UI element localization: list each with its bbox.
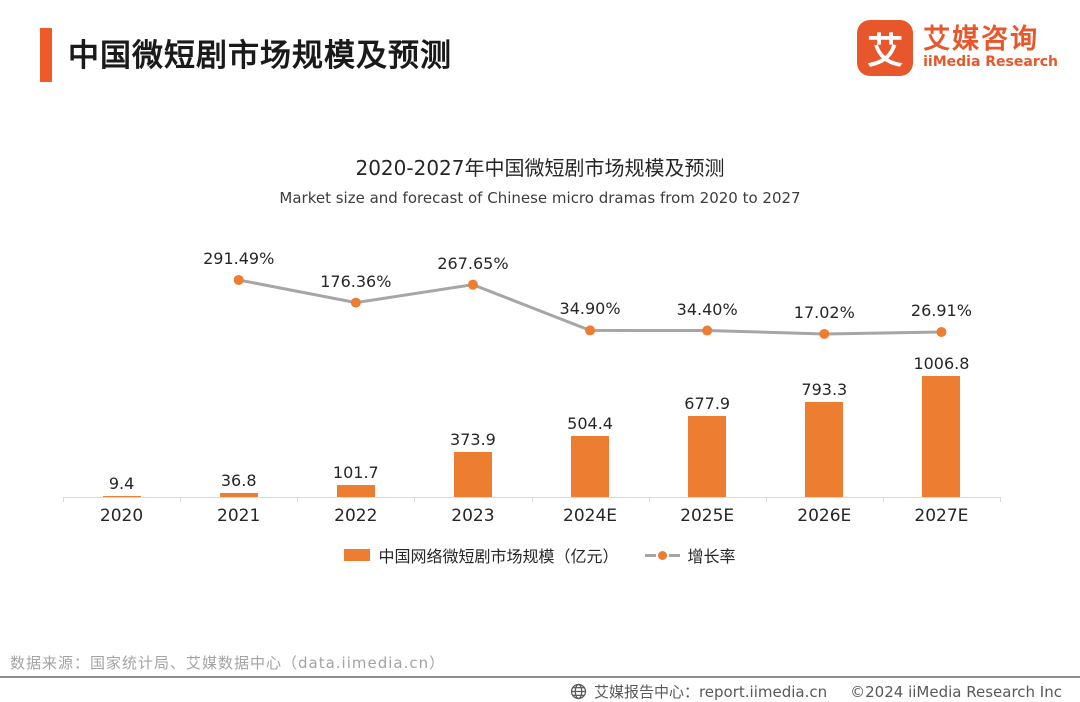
legend-line-label: 增长率: [687, 547, 736, 566]
x-axis-label: 2023: [451, 506, 495, 526]
growth-rate-label: 176.36%: [320, 271, 392, 291]
page-title: 中国微短剧市场规模及预测: [68, 38, 452, 74]
line-series-marker-icon: [644, 550, 680, 560]
growth-rate-label: 267.65%: [437, 253, 509, 273]
bar-value-label: 9.4: [108, 473, 135, 493]
growth-rate-marker: [233, 274, 244, 285]
legend-bar-label: 中国网络微短剧市场规模（亿元）: [378, 547, 619, 566]
bar-2026E: [805, 401, 844, 497]
bar-2020: [102, 495, 141, 497]
logo-glyph: 艾: [867, 31, 904, 72]
footer-divider: [0, 676, 1080, 678]
logo-name-en: iiMedia Research: [923, 54, 1058, 71]
bar-series-swatch-icon: [344, 549, 371, 561]
x-axis-tick: [63, 497, 64, 502]
growth-rate-label: 34.40%: [676, 299, 738, 319]
growth-rate-label: 26.91%: [910, 301, 972, 320]
bar-2023: [453, 452, 492, 497]
legend-item-market-size: 中国网络微短剧市场规模（亿元）: [344, 543, 619, 567]
x-axis-label: 2020: [99, 506, 144, 526]
bar-value-label: 504.4: [567, 414, 613, 434]
chart-title: 2020-2027年中国微短剧市场规模及预测: [355, 156, 725, 180]
x-axis-label: 2021: [217, 506, 261, 526]
x-axis-label: 2024E: [563, 506, 618, 526]
footer-copyright-bar: 艾媒报告中心：report.iimedia.cn ©2024 iiMedia R…: [570, 681, 1062, 702]
x-axis-tick: [648, 497, 650, 502]
x-axis-tick: [414, 497, 416, 502]
x-axis-label: 2027E: [914, 506, 969, 526]
growth-rate-marker: [819, 328, 830, 339]
bar-value-label: 677.9: [684, 393, 731, 413]
growth-rate-marker: [702, 325, 713, 336]
report-center-link: 艾媒报告中心：report.iimedia.cn: [593, 683, 828, 701]
bar-value-label: 373.9: [450, 430, 496, 450]
chart-legend: 中国网络微短剧市场规模（亿元） 增长率: [0, 543, 1080, 567]
growth-rate-marker: [585, 325, 596, 336]
bar-2022: [336, 484, 375, 497]
x-axis-tick: [882, 497, 884, 502]
report-center-globe-icon: [570, 683, 587, 700]
bar-2027E: [922, 376, 961, 497]
bar-2021: [219, 492, 258, 497]
logo-name-cn: 艾媒咨询: [923, 23, 1040, 55]
iimedia-logo-icon: 艾: [857, 20, 914, 76]
x-axis-label: 2025E: [680, 506, 735, 526]
legend-item-growth-rate: 增长率: [644, 543, 736, 567]
bar-2024E: [571, 436, 610, 497]
growth-rate-marker: [467, 279, 478, 290]
bar-value-label: 793.3: [801, 379, 848, 399]
chart-subtitle: Market size and forecast of Chinese micr…: [279, 189, 801, 207]
bar-value-label: 1006.8: [913, 354, 970, 373]
bar-value-label: 101.7: [332, 462, 379, 482]
growth-rate-marker: [936, 327, 947, 338]
x-axis-tick: [1000, 497, 1001, 502]
title-accent-bar: [40, 28, 52, 82]
bar-2025E: [688, 415, 727, 497]
x-axis-tick: [297, 497, 299, 502]
x-axis-label: 2026E: [797, 506, 852, 526]
x-axis-tick: [531, 497, 533, 502]
growth-rate-label: 34.90%: [559, 299, 621, 319]
bar-value-label: 36.8: [220, 470, 257, 490]
iimedia-logo: 艾 艾媒咨询 iiMedia Research: [857, 20, 1058, 76]
x-axis-label: 2022: [334, 506, 378, 526]
logo-text: 艾媒咨询 iiMedia Research: [923, 23, 1058, 71]
growth-rate-marker: [350, 297, 361, 308]
growth-rate-label: 291.49%: [203, 248, 275, 268]
copyright-text: ©2024 iiMedia Research Inc: [850, 682, 1062, 701]
data-source-note: 数据来源：国家统计局、艾媒数据中心（data.iimedia.cn）: [10, 654, 446, 672]
x-axis-tick: [765, 497, 767, 502]
x-axis-tick: [180, 497, 182, 502]
growth-rate-label: 17.02%: [793, 302, 855, 322]
